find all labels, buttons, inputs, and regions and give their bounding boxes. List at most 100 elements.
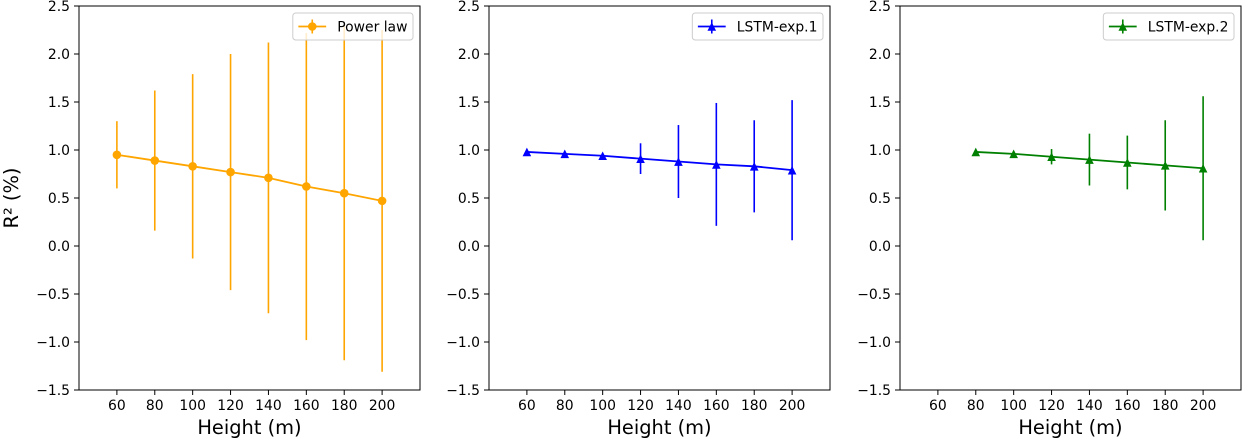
data-marker <box>150 156 160 165</box>
data-marker <box>1123 158 1132 167</box>
x-tick-label: 180 <box>1152 398 1179 414</box>
y-tick-label: −1.5 <box>36 383 70 399</box>
legend-handle <box>298 19 327 34</box>
y-axis: −1.5 −1.0 −0.5 0.0 0.5 1.0 1.5 2.0 2.5 <box>36 0 79 399</box>
x-tick-label: 120 <box>627 398 654 414</box>
axes-frame <box>899 5 1242 391</box>
x-axis-label: Height (m) <box>1018 416 1122 439</box>
y-tick-label: −1.0 <box>446 335 480 351</box>
legend-marker <box>1118 22 1128 31</box>
legend-label: Power law <box>337 20 407 36</box>
y-tick-label: 2.0 <box>458 47 480 63</box>
legend-label: LSTM-exp.2 <box>1148 20 1229 36</box>
x-tick-label: 60 <box>929 398 947 414</box>
y-tick-label: 0.0 <box>458 239 480 255</box>
y-tick-label: 0.5 <box>458 191 480 207</box>
legend-marker <box>307 22 317 31</box>
data-marker <box>598 151 607 161</box>
y-axis: −1.5 −1.0 −0.5 0.0 0.5 1.0 1.5 2.0 2.5 <box>446 0 489 399</box>
data-marker <box>377 196 387 206</box>
data-marker <box>339 188 349 198</box>
legend-frame <box>292 12 414 41</box>
y-tick-label: 1.5 <box>48 95 70 111</box>
x-axis-label: Height (m) <box>607 416 711 439</box>
x-tick-label: 200 <box>369 398 396 414</box>
data-marker <box>264 173 273 183</box>
y-tick-label: −1.5 <box>446 383 480 399</box>
y-tick-label: 1.5 <box>458 95 480 111</box>
y-tick-label: 0.5 <box>869 191 891 207</box>
x-axis-label: Height (m) <box>197 416 301 439</box>
x-tick-label: 100 <box>1000 398 1027 414</box>
legend: LSTM-exp.1 <box>691 12 824 41</box>
data-marker <box>302 182 311 191</box>
y-axis-label: R² (%) <box>0 168 23 229</box>
x-tick-label: 200 <box>1190 398 1217 414</box>
data-marker <box>1198 163 1208 173</box>
axes-frame <box>78 5 421 391</box>
y-tick-label: 2.5 <box>48 0 70 15</box>
y-tick-label: 1.0 <box>48 143 70 159</box>
subplot-1: 60 80 100 120 140 160 180 200 −1.5 −1.0 −0.5 0.0 0.5… <box>0 0 421 439</box>
x-tick-label: 60 <box>518 398 536 414</box>
x-tick-label: 80 <box>146 398 164 414</box>
axes-frame <box>488 5 831 391</box>
y-tick-label: −0.5 <box>36 287 70 303</box>
subplot-3: 60 80 100 120 140 160 180 200 −1.5 −1.0 −0.5 0.0 0.5… <box>857 0 1242 439</box>
x-axis: 60 80 100 120 140 160 180 200 <box>518 390 805 414</box>
data-marker <box>522 147 532 157</box>
y-tick-label: −1.0 <box>36 335 70 351</box>
x-tick-label: 100 <box>179 398 206 414</box>
series-1 <box>522 100 797 241</box>
y-tick-label: 0.0 <box>48 239 70 255</box>
y-tick-label: 2.5 <box>458 0 480 15</box>
y-tick-label: 2.0 <box>48 47 70 63</box>
y-axis: −1.5 −1.0 −0.5 0.0 0.5 1.0 1.5 2.0 2.5 <box>857 0 900 399</box>
series-1 <box>971 96 1208 241</box>
y-tick-label: 0.5 <box>48 191 70 207</box>
x-tick-label: 60 <box>108 398 126 414</box>
legend-marker <box>707 22 717 31</box>
x-tick-label: 140 <box>1076 398 1103 414</box>
series-line <box>116 153 383 202</box>
x-tick-label: 200 <box>779 398 806 414</box>
x-tick-label: 140 <box>665 398 692 414</box>
data-marker <box>712 160 721 169</box>
data-marker <box>188 162 197 171</box>
series-line <box>526 151 793 172</box>
data-marker <box>1160 161 1170 170</box>
y-tick-label: 1.5 <box>869 95 891 111</box>
y-tick-label: −0.5 <box>446 287 480 303</box>
x-tick-label: 160 <box>293 398 320 414</box>
legend-frame <box>691 12 824 41</box>
y-tick-label: 1.0 <box>458 143 480 159</box>
x-tick-label: 100 <box>589 398 616 414</box>
x-tick-label: 80 <box>967 398 985 414</box>
data-marker <box>674 157 683 166</box>
series-1 <box>112 26 387 372</box>
y-tick-label: 0.0 <box>869 239 891 255</box>
y-tick-label: 1.0 <box>869 143 891 159</box>
x-tick-label: 160 <box>703 398 730 414</box>
data-marker <box>1009 149 1018 159</box>
x-tick-label: 140 <box>255 398 282 414</box>
legend-frame <box>1102 12 1235 41</box>
data-marker <box>1047 152 1056 162</box>
legend-handle <box>697 19 726 34</box>
x-tick-label: 160 <box>1114 398 1141 414</box>
x-tick-label: 180 <box>331 398 358 414</box>
data-marker <box>112 150 122 160</box>
legend: Power law <box>292 12 414 41</box>
data-marker <box>787 165 797 175</box>
subplot-2: 60 80 100 120 140 160 180 200 −1.5 −1.0 −0.5 0.0 0.5… <box>446 0 831 439</box>
x-tick-label: 120 <box>1038 398 1065 414</box>
x-tick-label: 120 <box>217 398 244 414</box>
x-tick-label: 80 <box>556 398 574 414</box>
data-marker <box>226 167 235 177</box>
data-marker <box>971 147 981 157</box>
data-marker <box>749 162 759 171</box>
legend-handle <box>1108 19 1137 34</box>
y-tick-label: −1.0 <box>857 335 891 351</box>
x-axis: 60 80 100 120 140 160 180 200 <box>108 390 395 414</box>
